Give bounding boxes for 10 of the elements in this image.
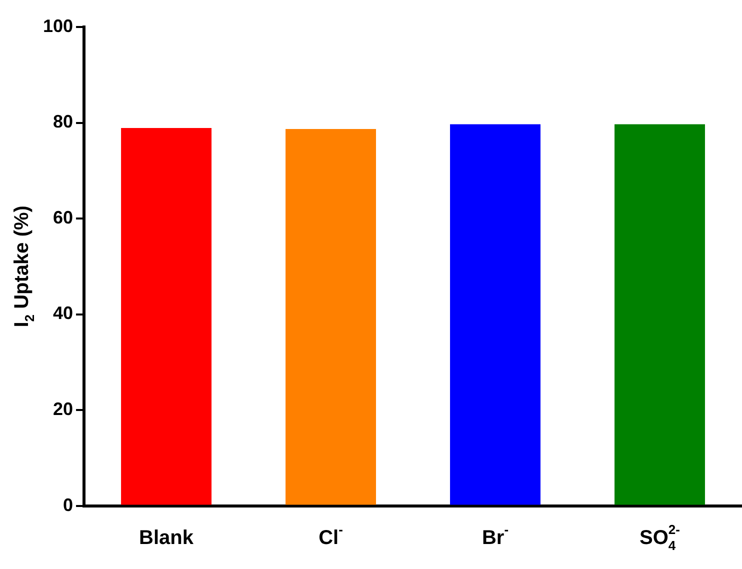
y-tick-label: 100 xyxy=(42,16,74,36)
y-tick-label: 80 xyxy=(53,112,74,132)
x-tick-label: Br- xyxy=(482,522,509,549)
y-axis-title: I2 Uptake (%) xyxy=(11,206,37,328)
x-tick-label: Cl- xyxy=(318,522,343,549)
y-tick-label: 40 xyxy=(53,303,74,324)
x-tick-label: Blank xyxy=(139,526,194,549)
y-tick-label: 20 xyxy=(53,399,74,420)
y-tick-label: 0 xyxy=(63,494,74,515)
y-tick-label: 60 xyxy=(53,207,74,228)
